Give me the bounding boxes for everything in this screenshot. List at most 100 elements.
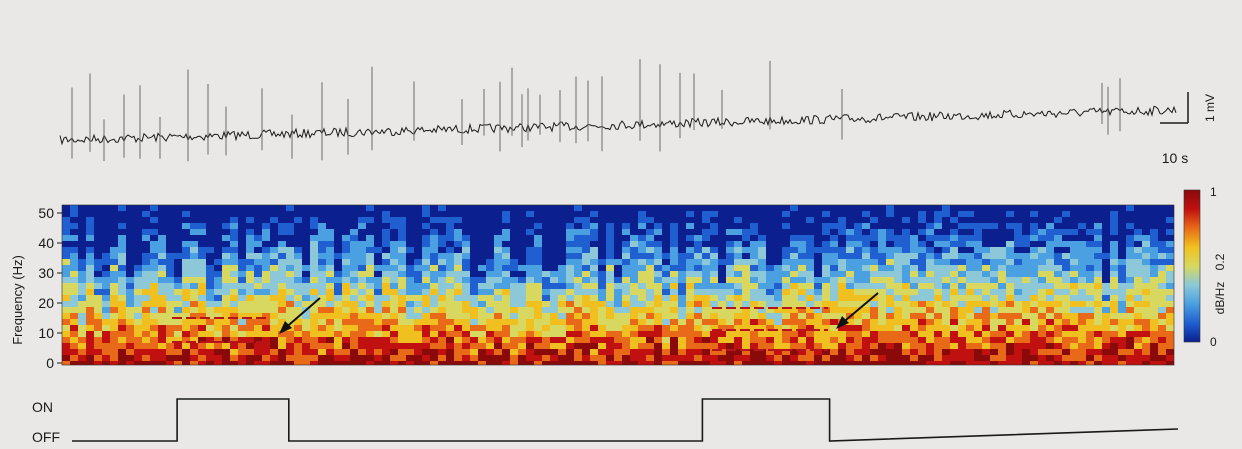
heatmap-cell xyxy=(374,241,383,248)
heatmap-cell xyxy=(1006,319,1015,326)
heatmap-cell xyxy=(270,247,279,254)
heatmap-cell xyxy=(942,343,951,350)
heatmap-cell xyxy=(798,259,807,266)
heatmap-cell xyxy=(822,211,831,218)
heatmap-cell xyxy=(590,283,599,290)
heatmap-cell xyxy=(526,205,535,212)
heatmap-cell xyxy=(518,235,527,242)
heatmap-cell xyxy=(958,331,967,338)
heatmap-cell xyxy=(758,247,767,254)
heatmap-cell xyxy=(270,271,279,278)
heatmap-cell xyxy=(270,205,279,212)
heatmap-cell xyxy=(262,283,271,290)
heatmap-cell xyxy=(934,349,943,356)
heatmap-cell xyxy=(270,307,279,314)
heatmap-cell xyxy=(462,313,471,320)
heatmap-cell xyxy=(934,307,943,314)
heatmap-cell xyxy=(486,265,495,272)
heatmap-cell xyxy=(590,313,599,320)
heatmap-cell xyxy=(766,355,775,362)
heatmap-cell xyxy=(678,247,687,254)
heatmap-cell xyxy=(278,241,287,248)
heatmap-cell xyxy=(878,211,887,218)
heatmap-cell xyxy=(774,313,783,320)
heatmap-cell xyxy=(750,319,759,326)
heatmap-cell xyxy=(1038,319,1047,326)
heatmap-cell xyxy=(990,253,999,260)
heatmap-cell xyxy=(166,241,175,248)
heatmap-cell xyxy=(678,325,687,332)
heatmap-cell xyxy=(598,271,607,278)
heatmap-cell xyxy=(574,337,583,344)
heatmap-cell xyxy=(750,271,759,278)
heatmap-cell xyxy=(398,289,407,296)
heatmap-cell xyxy=(822,259,831,266)
heatmap-cell xyxy=(1142,301,1151,308)
heatmap-cell xyxy=(1134,313,1143,320)
heatmap-cell xyxy=(390,349,399,356)
heatmap-cell xyxy=(462,361,471,365)
heatmap-cell xyxy=(958,337,967,344)
heatmap-cell xyxy=(830,295,839,302)
heatmap-cell xyxy=(270,283,279,290)
heatmap-cell xyxy=(526,289,535,296)
heatmap-cell xyxy=(894,283,903,290)
heatmap-cell xyxy=(150,283,159,290)
heatmap-cell xyxy=(518,265,527,272)
heatmap-cell xyxy=(70,331,79,338)
arrow-2-shaft xyxy=(839,292,879,326)
heatmap-cell xyxy=(678,283,687,290)
heatmap-cell xyxy=(366,277,375,284)
heatmap-cell xyxy=(94,217,103,224)
heatmap-cell xyxy=(430,277,439,284)
heatmap-cell xyxy=(302,325,311,332)
heatmap-cell xyxy=(854,223,863,230)
heatmap-cell xyxy=(454,331,463,338)
arrow-1-shaft xyxy=(282,297,321,331)
heatmap-cell xyxy=(846,283,855,290)
heatmap-cell xyxy=(374,355,383,362)
heatmap-cell xyxy=(566,205,575,212)
heatmap-cell xyxy=(1062,313,1071,320)
heatmap-cell xyxy=(470,235,479,242)
heatmap-cell xyxy=(982,325,991,332)
heatmap-cell xyxy=(670,343,679,350)
heatmap-cell xyxy=(102,259,111,266)
heatmap-cell xyxy=(262,313,271,320)
heatmap-cell xyxy=(398,223,407,230)
heatmap-cell xyxy=(246,331,255,338)
heatmap-cell xyxy=(502,295,511,302)
heatmap-cell xyxy=(1142,277,1151,284)
heatmap-cell xyxy=(1126,319,1135,326)
heatmap-cell xyxy=(886,205,895,212)
heatmap-cell xyxy=(206,319,215,326)
heatmap-cell xyxy=(1094,289,1103,296)
heatmap-cell xyxy=(598,211,607,218)
heatmap-cell xyxy=(1022,205,1031,212)
heatmap-cell xyxy=(774,271,783,278)
heatmap-cell xyxy=(542,283,551,290)
heatmap-cell xyxy=(534,349,543,356)
heatmap-cell xyxy=(358,205,367,212)
heatmap-cell xyxy=(86,223,95,230)
heatmap-cell xyxy=(286,313,295,320)
heatmap-cell xyxy=(1030,271,1039,278)
heatmap-cell xyxy=(686,331,695,338)
heatmap-cell xyxy=(86,259,95,266)
heatmap-cell xyxy=(854,343,863,350)
heatmap-cell xyxy=(70,349,79,356)
heatmap-cell xyxy=(510,229,519,236)
heatmap-cell xyxy=(910,331,919,338)
heatmap-cell xyxy=(822,265,831,272)
heatmap-cell xyxy=(1070,265,1079,272)
heatmap-cell xyxy=(454,283,463,290)
heatmap-cell xyxy=(582,277,591,284)
heatmap-cell xyxy=(510,271,519,278)
heatmap-cell xyxy=(1086,325,1095,332)
heatmap-cell xyxy=(974,223,983,230)
heatmap-cell xyxy=(358,271,367,278)
heatmap-cell xyxy=(1166,325,1174,332)
heatmap-cell xyxy=(102,313,111,320)
heatmap-cell xyxy=(390,235,399,242)
heatmap-cell xyxy=(694,313,703,320)
